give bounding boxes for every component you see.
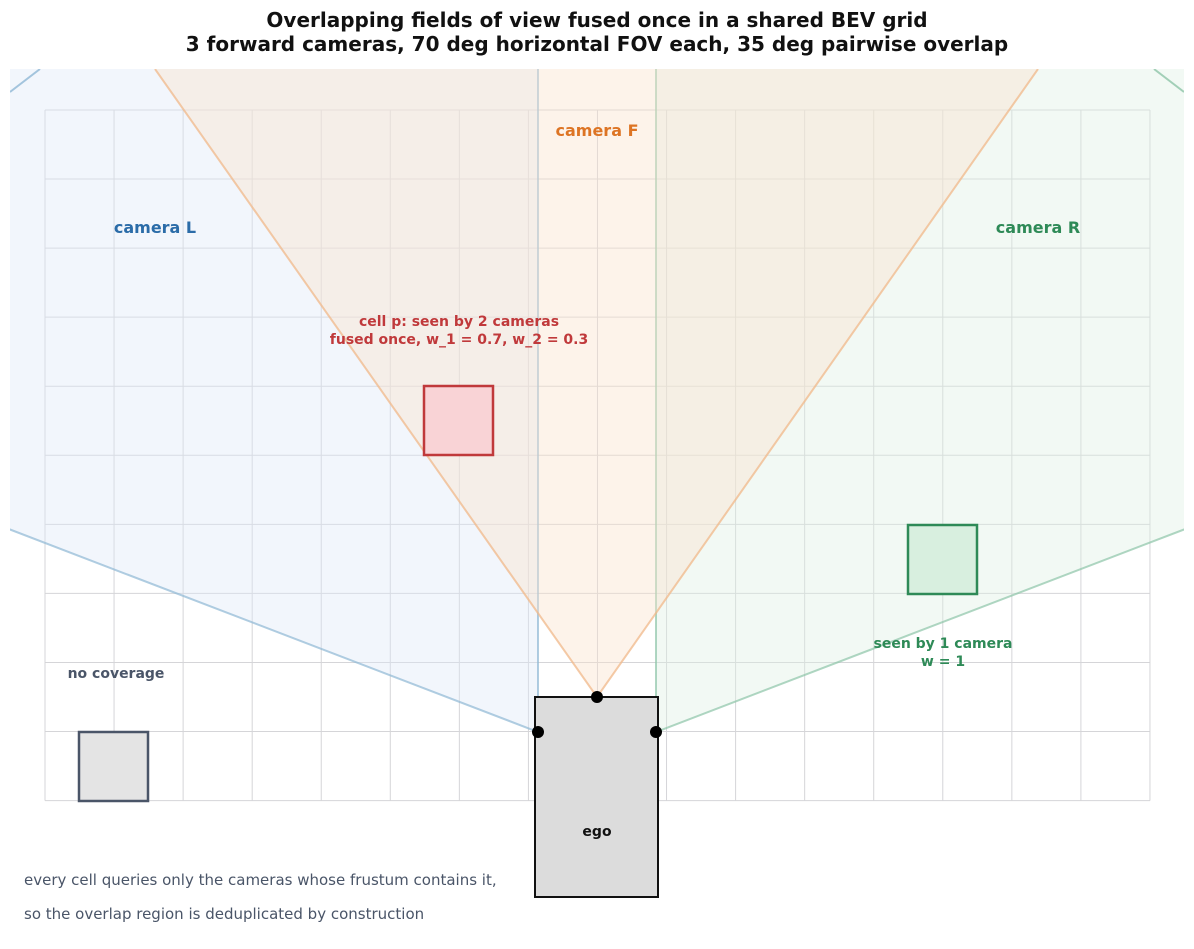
figure-title-line2: 3 forward cameras, 70 deg horizontal FOV… (185, 32, 1009, 56)
camera-r-mount (650, 726, 662, 738)
single-coverage-label-line2: w = 1 (921, 654, 965, 670)
cell-p-box (422, 384, 495, 457)
single-coverage-cell-box (906, 523, 979, 596)
camera-l-frustum (10, 69, 538, 732)
no-coverage-cell-box (77, 730, 150, 803)
camera-f-frustum (155, 69, 1038, 697)
camera-f-mount (591, 691, 603, 703)
no-coverage-label: no coverage (68, 666, 165, 682)
camera-r-frustum (656, 69, 1184, 732)
cell-p-label-line1: cell p: seen by 2 cameras (359, 314, 559, 330)
camera-f-label: camera F (556, 121, 639, 140)
cell-p-label-line2: fused once, w_1 = 0.7, w_2 = 0.3 (330, 332, 588, 348)
camera-r-label: camera R (996, 218, 1080, 237)
figure-title-line1: Overlapping fields of view fused once in… (266, 8, 928, 32)
camera-l-label: camera L (114, 218, 196, 237)
ego-label: ego (582, 824, 612, 840)
ego-vehicle (534, 696, 659, 898)
footnote-line2: so the overlap region is deduplicated by… (24, 905, 425, 923)
footnote-line1: every cell queries only the cameras whos… (24, 871, 497, 889)
single-coverage-label-line1: seen by 1 camera (874, 636, 1013, 652)
camera-l-mount (532, 726, 544, 738)
